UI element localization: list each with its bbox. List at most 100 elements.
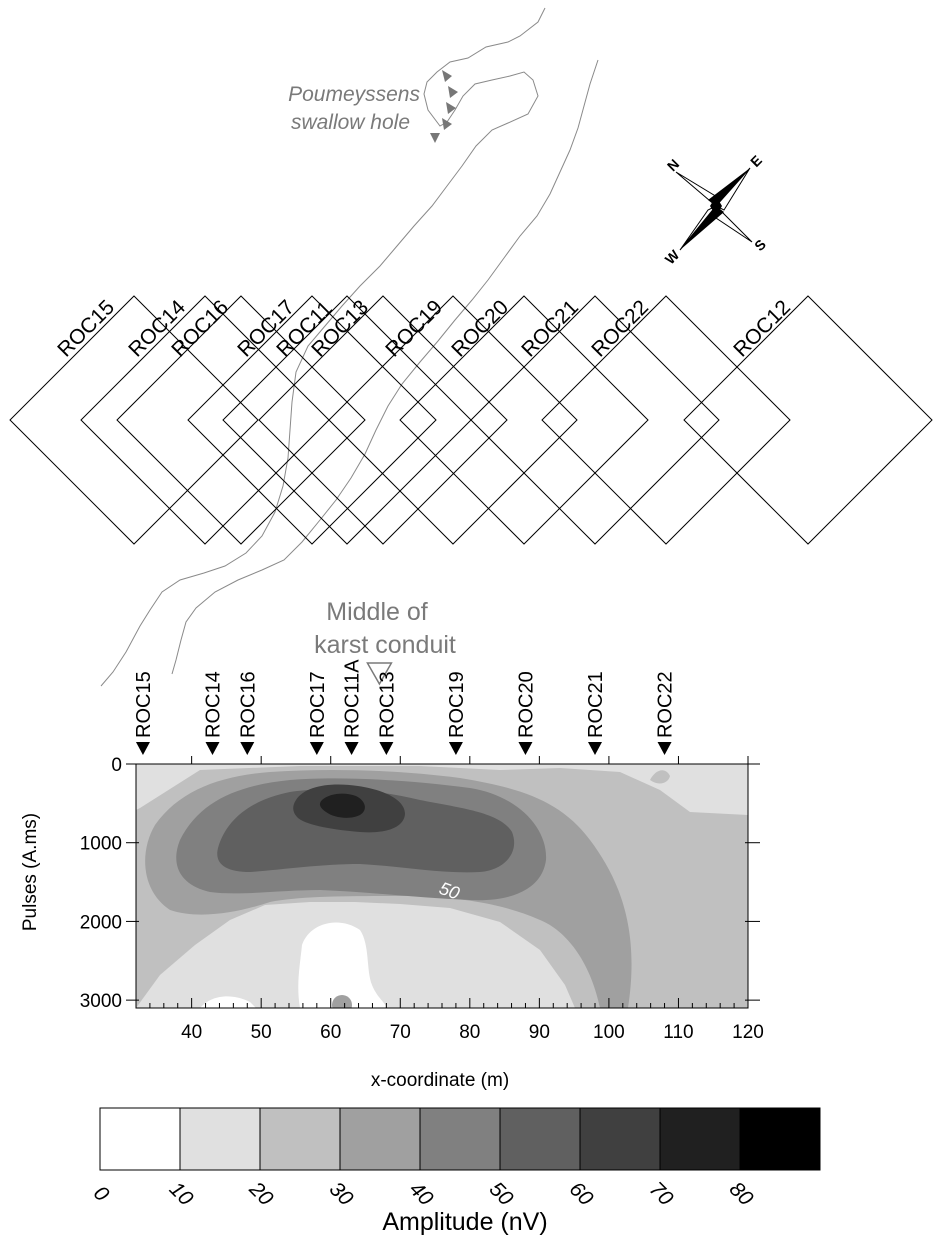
loop-roc12 bbox=[683, 295, 933, 545]
sounding-label: ROC13 bbox=[376, 671, 398, 738]
contour-plot: 50 bbox=[136, 764, 748, 1008]
map-panel: Poumeyssens swallow hole N E S W bbox=[9, 7, 933, 687]
colorbar-swatch bbox=[579, 1107, 661, 1171]
swallow-hole-label-line1: Poumeyssens bbox=[288, 83, 420, 106]
sounding-marker-icon bbox=[344, 742, 359, 755]
compass-e-label: E bbox=[747, 152, 765, 170]
compass-n-label: N bbox=[664, 156, 682, 174]
contour-band-30-blob bbox=[332, 995, 352, 1008]
colorbar-tick-label: 30 bbox=[325, 1178, 358, 1211]
conduit-outline-east bbox=[171, 59, 599, 675]
compass-rose: N E S W bbox=[662, 152, 769, 267]
colorbar-swatch bbox=[739, 1107, 821, 1171]
loop-roc22 bbox=[541, 295, 791, 545]
colorbar-tick-label: 60 bbox=[565, 1178, 598, 1211]
colorbar-swatch bbox=[259, 1107, 341, 1171]
compass-s-label: S bbox=[751, 236, 769, 254]
sounding-label: ROC11A bbox=[342, 659, 364, 738]
loop-label-roc12: ROC12 bbox=[729, 296, 795, 362]
sounding-label: ROC21 bbox=[585, 671, 607, 738]
sounding-marker-icon bbox=[588, 742, 602, 755]
x-tick-label: 40 bbox=[181, 1022, 202, 1043]
colorbar-tick-label: 0 bbox=[89, 1182, 114, 1207]
loop-roc14 bbox=[80, 295, 330, 545]
sounding-marker-icon bbox=[379, 742, 394, 755]
colorbar-swatch bbox=[339, 1107, 421, 1171]
sounding-marker-icon bbox=[135, 742, 150, 755]
x-tick-labels: 40 50 60 70 80 90 100 110 120 bbox=[181, 1022, 764, 1043]
conduit-annotation: Middle of karst conduit bbox=[314, 598, 456, 686]
x-tick-label: 120 bbox=[732, 1022, 764, 1043]
sounding-label: ROC15 bbox=[133, 671, 155, 738]
colorbar-swatch bbox=[499, 1107, 581, 1171]
loop-roc19 bbox=[328, 295, 578, 545]
contour-fills bbox=[136, 764, 748, 1008]
x-axis-label: x-coordinate (m) bbox=[371, 1070, 509, 1091]
colorbar-tick-label: 80 bbox=[725, 1178, 758, 1211]
colorbar-title: Amplitude (nV) bbox=[382, 1208, 547, 1236]
contour-band-0-corner bbox=[200, 996, 256, 1008]
loop-label-roc22: ROC22 bbox=[587, 296, 653, 362]
conduit-outline-west bbox=[100, 7, 546, 687]
contour-band-70 bbox=[319, 793, 365, 818]
y-tick-labels: 0 1000 2000 3000 bbox=[80, 755, 122, 1012]
conduit-marker-icon bbox=[366, 662, 393, 686]
sounding-markers: ROC15 ROC14 ROC16 ROC17 ROC11A ROC13 ROC19 ROC2… bbox=[133, 659, 677, 755]
loop-roc13 bbox=[258, 295, 508, 545]
x-tick-label: 110 bbox=[663, 1022, 693, 1043]
contour-bump-east bbox=[650, 770, 670, 784]
sounding-label: ROC19 bbox=[446, 671, 468, 738]
loop-label-roc21: ROC21 bbox=[517, 296, 583, 362]
sounding-label: ROC20 bbox=[515, 671, 537, 738]
colorbar-tick-label: 50 bbox=[485, 1178, 518, 1211]
sounding-marker-icon bbox=[205, 742, 220, 755]
x-tick-label: 90 bbox=[529, 1022, 550, 1043]
sounding-marker-icon bbox=[518, 742, 533, 755]
loop-roc17 bbox=[187, 295, 437, 545]
loop-squares bbox=[9, 295, 933, 545]
x-tick-label: 80 bbox=[459, 1022, 480, 1043]
conduit-label-line1: Middle of bbox=[326, 598, 427, 626]
y-tick-label: 3000 bbox=[80, 991, 122, 1012]
colorbar-swatch bbox=[99, 1107, 181, 1171]
plot-axes bbox=[126, 756, 760, 1009]
colorbar-tick-label: 20 bbox=[244, 1177, 278, 1211]
colorbar-swatch bbox=[179, 1107, 261, 1171]
loop-label-roc20: ROC20 bbox=[447, 296, 513, 362]
sounding-label: ROC22 bbox=[655, 671, 677, 738]
sounding-label: ROC16 bbox=[237, 671, 259, 738]
colorbar-tick-label: 40 bbox=[405, 1178, 438, 1211]
swallow-hole-label-line2: swallow hole bbox=[291, 111, 410, 134]
swallow-hole-symbol bbox=[430, 70, 458, 143]
loop-labels: ROC15 ROC14 ROC16 ROC17 ROC11 ROC13 ROC1… bbox=[53, 296, 795, 362]
sounding-marker-icon bbox=[240, 742, 255, 755]
loop-roc11 bbox=[222, 295, 472, 545]
x-tick-label: 50 bbox=[251, 1022, 272, 1043]
y-axis-label: Pulses (A.ms) bbox=[20, 813, 41, 931]
loop-label-roc19: ROC19 bbox=[381, 296, 447, 362]
y-tick-label: 1000 bbox=[80, 834, 122, 855]
loop-roc15 bbox=[9, 295, 259, 545]
contour-band-0-lower bbox=[298, 922, 386, 1008]
sounding-marker-icon bbox=[448, 742, 463, 755]
colorbar: 0 10 20 30 40 50 60 70 80 bbox=[89, 1107, 821, 1211]
colorbar-swatch bbox=[659, 1107, 741, 1171]
sounding-label: ROC17 bbox=[307, 671, 329, 738]
colorbar-tick-label: 70 bbox=[645, 1178, 678, 1211]
x-tick-label: 100 bbox=[593, 1022, 625, 1043]
sounding-label: ROC14 bbox=[203, 671, 225, 738]
sounding-marker-icon bbox=[657, 742, 672, 755]
contour-band-10 bbox=[136, 764, 748, 815]
y-tick-label: 0 bbox=[111, 755, 122, 776]
x-tick-label: 60 bbox=[320, 1022, 341, 1043]
x-tick-label: 70 bbox=[390, 1022, 411, 1043]
loop-label-roc15: ROC15 bbox=[53, 296, 119, 362]
loop-roc21 bbox=[470, 295, 720, 545]
loop-roc20 bbox=[399, 295, 649, 545]
conduit-label-line2: karst conduit bbox=[314, 631, 456, 659]
compass-w-label: W bbox=[662, 246, 683, 267]
sounding-marker-icon bbox=[309, 742, 324, 755]
colorbar-swatch bbox=[419, 1107, 501, 1171]
loop-roc16 bbox=[116, 295, 366, 545]
